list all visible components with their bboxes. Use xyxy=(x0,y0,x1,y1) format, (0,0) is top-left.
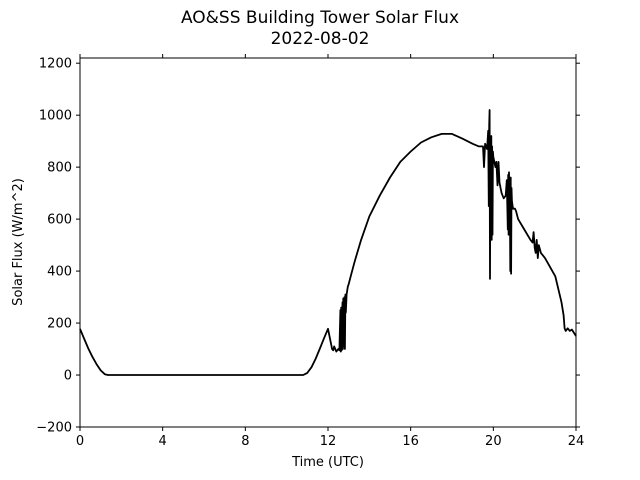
chart-subtitle: 2022-08-02 xyxy=(270,29,370,49)
y-tick-label: 200 xyxy=(47,317,72,332)
x-tick-label: 8 xyxy=(241,434,249,449)
x-tick-label: 4 xyxy=(159,434,167,449)
y-tick-label: 1200 xyxy=(39,57,72,72)
plot-area-frame xyxy=(79,57,577,428)
x-axis-label: Time (UTC) xyxy=(291,455,364,470)
y-axis-label: Solar Flux (W/m^2) xyxy=(11,178,26,306)
y-tick-label: 800 xyxy=(47,161,72,176)
chart-title: AO&SS Building Tower Solar Flux xyxy=(180,8,460,28)
y-tick-label: 1000 xyxy=(39,109,72,124)
axis-ticks: 0 4 8 12 16 20 24 −200 0 200 400 600 800 1000 1200 xyxy=(36,54,584,449)
x-tick-label: 20 xyxy=(485,434,502,449)
y-tick-label: 0 xyxy=(64,369,72,384)
y-tick-label: 400 xyxy=(47,265,72,280)
series-line xyxy=(79,109,577,376)
x-tick-label: 0 xyxy=(76,434,84,449)
x-tick-label: 16 xyxy=(402,434,419,449)
y-tick-label: 600 xyxy=(47,213,72,228)
x-tick-label: 24 xyxy=(568,434,585,449)
x-tick-label: 12 xyxy=(320,434,337,449)
y-tick-label: −200 xyxy=(36,421,72,436)
chart-title-block: AO&SS Building Tower Solar Flux 2022-08-… xyxy=(0,8,640,50)
